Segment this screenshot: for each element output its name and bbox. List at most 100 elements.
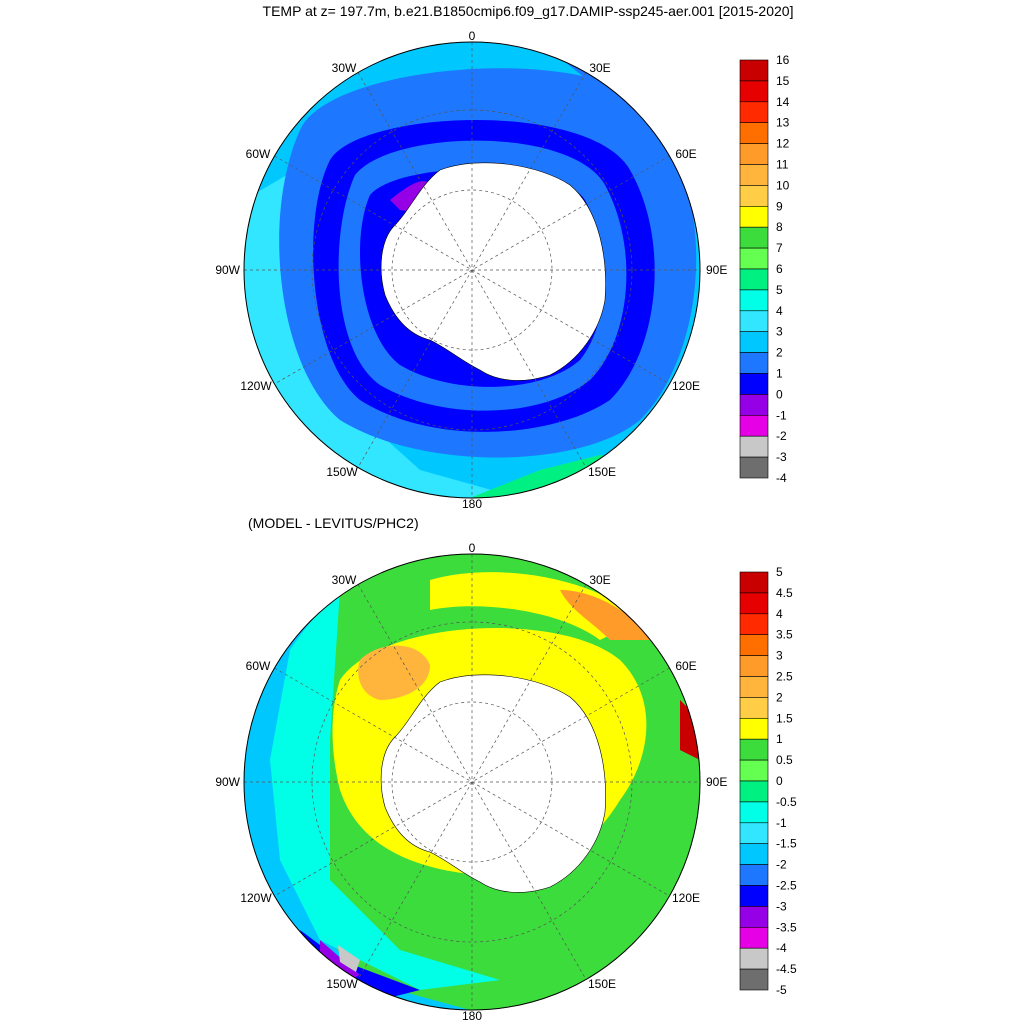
colorbar-diff-tick-label-6: 2 [776,690,783,704]
colorbar-diff-tick-label-8: 1 [776,732,783,746]
lon-label-60w-diff: 60W [246,659,271,673]
colorbar-diff-tick-label-14: -2 [776,858,787,872]
colorbar-temp-swatch-4 [739,143,769,165]
colorbar-diff-swatch-4 [739,655,769,677]
colorbar-temp-tick-label-2: 14 [776,95,790,109]
colorbar-diff-swatch-15 [739,885,769,907]
lon-label-120e: 120E [672,379,700,393]
colorbar-temp-tick-label-4: 12 [776,137,790,151]
diff-band-orange-north [560,590,650,640]
colorbar-diff-tick-label-19: -4.5 [776,962,797,976]
colorbar-temp-tick-label-17: -1 [776,408,787,422]
colorbar-diff-swatch-3 [739,634,769,656]
lon-label-150e: 150E [588,465,616,479]
colorbar-temp-swatch-14 [739,352,769,374]
colorbar-diff-swatch-1 [739,592,769,615]
colorbar-temp-tick-label-1: 15 [776,74,790,88]
lon-label-0-diff: 0 [469,541,476,555]
colorbar-diff-tick-label-7: 1.5 [776,711,793,725]
colorbar-temp-swatch-1 [739,80,769,103]
colorbar-temp-tick-label-20: -4 [776,471,787,485]
lon-label-120e-diff: 120E [672,891,700,905]
lon-label-180: 180 [462,497,482,511]
colorbar-temp-tick-label-3: 13 [776,116,790,130]
colorbar-diff-tick-label-1: 4.5 [776,586,793,600]
colorbar-temp-tick-label-11: 5 [776,283,783,297]
colorbar-temp-tick-label-12: 4 [776,304,783,318]
lon-label-150w: 150W [326,465,358,479]
colorbar-temp-swatch-6 [739,185,769,207]
colorbar-diff-swatch-6 [739,697,769,719]
lon-label-30e-diff: 30E [589,573,610,587]
colorbar-diff-tick-label-18: -4 [776,941,787,955]
colorbar-diff-tick-label-15: -2.5 [776,879,797,893]
lon-label-60e-diff: 60E [675,659,696,673]
colorbar-temp-swatch-8 [739,226,769,249]
colorbar-temp-swatch-10 [739,268,769,291]
map-outline [243,41,701,499]
colorbar-diff-swatch-11 [739,801,769,824]
lon-label-30w: 30W [332,61,357,75]
colorbar-diff-swatch-2 [739,613,769,635]
colorbar-temp-swatch-2 [739,101,769,124]
colorbar-temp-tick-label-0: 16 [776,53,790,67]
colorbar-diff-swatch-10 [739,780,769,803]
map-outline-diff [243,553,701,1011]
lon-label-90w-diff: 90W [215,775,240,789]
colorbar-diff-tick-label-20: -5 [776,983,787,997]
colorbar-temp-swatch-18 [739,435,769,458]
lon-label-150w-diff: 150W [326,977,358,991]
colorbar-temp-swatch-12 [739,310,769,332]
colorbar-temp-tick-label-10: 6 [776,262,783,276]
colorbar-diff-swatch-13 [739,843,769,865]
lon-label-30e: 30E [589,61,610,75]
colorbar-diff-tick-label-17: -3.5 [776,920,797,934]
colorbar-diff-swatch-7 [739,717,769,740]
colorbar-temp-tick-label-19: -3 [776,450,787,464]
colorbar-diff-swatch-16 [739,906,769,928]
antarctica-land [380,162,606,381]
colorbar-temp-swatch-19 [739,456,769,479]
colorbar-diff-tick-label-16: -3 [776,899,787,913]
colorbar-temp-tick-label-5: 11 [776,158,789,172]
lon-label-120w: 120W [240,379,272,393]
colorbar-diff-tick-label-13: -1.5 [776,837,797,851]
map-panel-diff: 0 30E 60E 90E 120E 150E 180 150W 120W 90… [215,541,727,1023]
lon-label-90e: 90E [706,263,727,277]
lon-label-150e-diff: 150E [588,977,616,991]
lon-label-90w: 90W [215,263,240,277]
figure-title: TEMP at z= 197.7m, b.e21.B1850cmip6.f09_… [263,3,794,19]
colorbar-diff-swatch-8 [739,738,769,761]
colorbar-diff-swatch-14 [739,864,769,886]
colorbar-diff-swatch-17 [739,926,769,949]
colorbar-temp-swatch-9 [739,247,769,270]
lon-label-120w-diff: 120W [240,891,272,905]
lon-label-0: 0 [469,29,476,43]
colorbar-temp-swatch-15 [739,373,769,395]
colorbar-temp-swatch-17 [739,414,769,437]
colorbar-temp-tick-label-7: 9 [776,199,783,213]
colorbar-diff-tick-label-2: 4 [776,607,783,621]
panel-subtitle-diff: (MODEL - LEVITUS/PHC2) [248,515,419,531]
lon-label-60w: 60W [246,147,271,161]
antarctica-land-diff [380,674,606,893]
colorbar-diff-tick-label-0: 5 [776,565,783,579]
colorbar-diff-swatch-5 [739,676,769,698]
lon-label-60e: 60E [675,147,696,161]
colorbar-temp-swatch-7 [739,206,769,228]
map-panel-temp: 0 30E 60E 90E 120E 150E 180 150W 120W 90… [215,29,727,511]
colorbar-temp-tick-label-16: 0 [776,387,783,401]
colorbar-diff-swatch-18 [739,947,769,970]
diff-band-orange-west [358,645,430,700]
colorbar-temp-tick-label-15: 1 [776,367,783,381]
colorbar-temp-swatch-3 [739,122,769,144]
colorbar-diff-swatch-19 [739,968,769,991]
diff-band-orange-east-edge [680,700,700,760]
diff-band-grey-southwest [338,945,360,972]
colorbar-diff-tick-label-9: 0.5 [776,753,793,767]
contour-band-cyan-west [244,150,520,498]
colorbar-diff-swatch-0 [739,571,769,594]
colorbar-temp-tick-label-14: 2 [776,346,783,360]
